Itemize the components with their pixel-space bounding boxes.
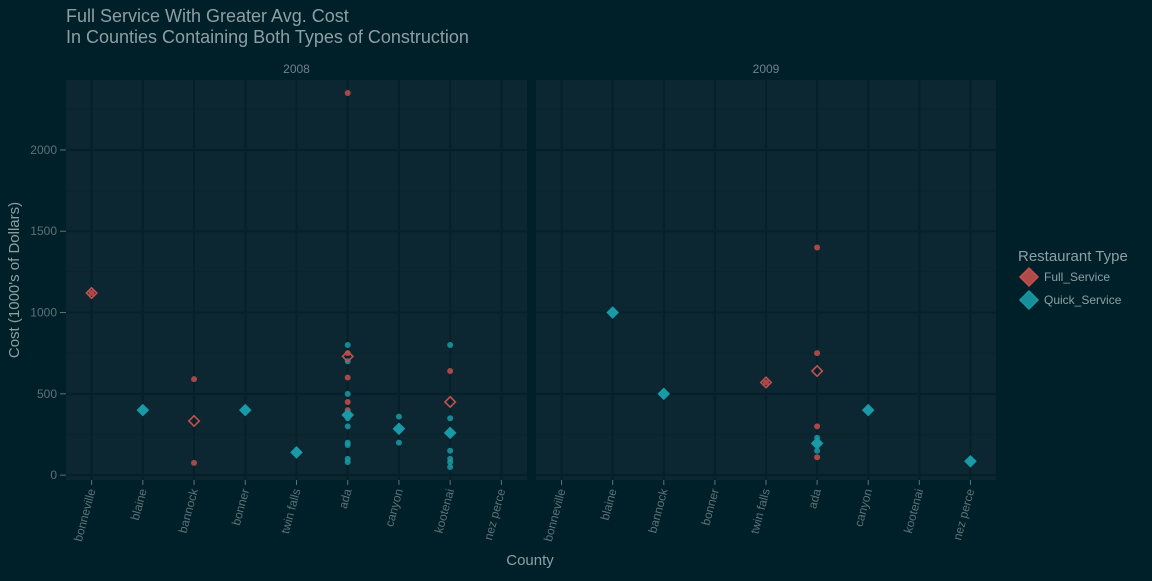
mean-marker-quick-service <box>606 306 619 319</box>
data-point-full-service <box>763 379 769 386</box>
x-tick-label: twin falls <box>747 487 772 535</box>
data-point-full-service <box>814 350 821 357</box>
data-point-quick-service <box>395 413 402 420</box>
facet-panels: 0 500 1000 1500 2000 2008 bonneville blaine bann… <box>30 62 996 543</box>
mean-marker-quick-service <box>392 422 406 436</box>
legend: Restaurant Type Full_Service Quick_Servic… <box>1018 248 1128 311</box>
y-tick-label: 1000 <box>30 306 57 320</box>
x-tick-label: bannock <box>645 486 671 534</box>
x-tick-label: blaine <box>598 487 620 522</box>
y-tick-label: 2000 <box>30 143 57 157</box>
mean-marker-full-service <box>443 395 457 409</box>
x-tick-label: ada <box>805 487 824 510</box>
mean-marker-quick-service <box>290 446 303 459</box>
x-tick-label: blaine <box>128 487 150 522</box>
data-point-quick-service <box>395 439 402 446</box>
facet-panel-2009: 2009 bonneville blaine bannock bonner twin fa… <box>536 62 996 543</box>
mean-marker-quick-service <box>964 454 977 468</box>
facet-strip-label: 2008 <box>283 62 310 76</box>
data-point-quick-service <box>814 447 821 454</box>
facet-strip-label: 2009 <box>753 62 780 76</box>
data-point-full-service <box>344 90 351 97</box>
data-point-quick-service <box>344 390 351 397</box>
x-tick-label: bonner <box>699 487 722 527</box>
data-point-quick-service <box>447 447 454 454</box>
x-tick-label: bonner <box>229 487 252 527</box>
legend-title: Restaurant Type <box>1018 248 1128 265</box>
mean-marker-full-service <box>187 414 201 428</box>
mean-marker-quick-service <box>341 408 355 422</box>
data-point-full-service <box>447 368 454 375</box>
x-tick-label: kootenai <box>901 487 926 534</box>
data-point-quick-service <box>344 423 351 430</box>
x-tick-label: bonneville <box>71 487 99 543</box>
x-tick-label: bannock <box>176 486 202 534</box>
x-tick-label: kootenai <box>432 487 457 534</box>
mean-marker-full-service <box>810 364 824 378</box>
data-point-quick-service <box>344 342 351 349</box>
y-tick-label: 1500 <box>30 224 57 238</box>
data-point-quick-service <box>447 342 454 349</box>
x-tick-label: ada <box>336 487 355 510</box>
y-tick-label: 0 <box>50 468 57 482</box>
mean-marker-full-service <box>85 286 98 300</box>
legend-label: Quick_Service <box>1044 293 1122 307</box>
facet-panel-2008: 2008 bonneville blaine bannock bonner twin fa… <box>66 62 527 543</box>
chart-title: Full Service With Greater Avg. Cost <box>66 6 349 26</box>
mean-marker-full-service <box>341 350 355 363</box>
legend-key-full-service <box>1018 266 1040 288</box>
x-tick-label: canyon <box>852 487 876 528</box>
legend-label: Full_Service <box>1044 270 1110 284</box>
data-point-full-service <box>344 398 351 405</box>
x-tick-label: twin falls <box>278 487 303 535</box>
data-point-full-service <box>88 290 95 297</box>
data-point-full-service <box>344 374 351 381</box>
data-point-full-service <box>191 459 198 466</box>
data-point-quick-service <box>447 415 454 422</box>
y-tick-label: 500 <box>37 387 57 401</box>
data-point-quick-service <box>447 459 454 466</box>
data-point-quick-service <box>447 463 454 470</box>
x-axis-label: County <box>506 552 554 569</box>
mean-marker-quick-service <box>443 426 457 440</box>
data-point-quick-service <box>344 442 351 449</box>
legend-key-quick-service <box>1018 289 1040 311</box>
mean-marker-quick-service <box>238 403 252 417</box>
x-tick-label: nez perce <box>481 487 508 542</box>
mean-marker-quick-service <box>136 403 150 417</box>
x-tick-label: bonneville <box>541 487 569 543</box>
mean-marker-full-service <box>759 376 773 389</box>
data-point-full-service <box>814 454 821 461</box>
data-point-full-service <box>191 376 198 383</box>
y-axis-label: Cost (1000's of Dollars) <box>6 202 23 358</box>
data-point-full-service <box>814 244 821 251</box>
mean-marker-quick-service <box>657 387 671 401</box>
data-point-quick-service <box>344 459 351 466</box>
mean-marker-quick-service <box>861 403 875 417</box>
x-tick-label: nez perce <box>950 487 977 542</box>
mean-marker-quick-service <box>810 437 824 450</box>
x-tick-label: canyon <box>382 487 406 528</box>
data-point-full-service <box>814 423 821 430</box>
chart-subtitle: In Counties Containing Both Types of Con… <box>66 27 469 47</box>
